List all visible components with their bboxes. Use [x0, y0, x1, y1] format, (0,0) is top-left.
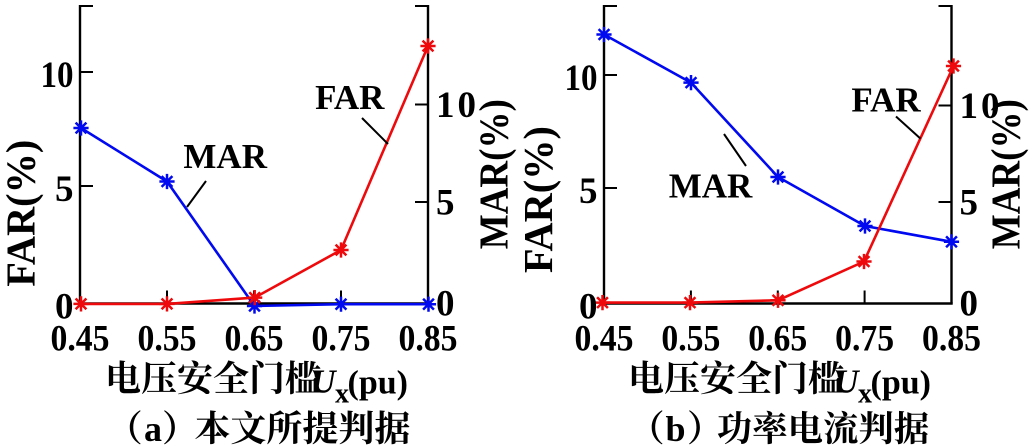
svg-text:MAR: MAR — [183, 137, 267, 176]
svg-text:5: 5 — [436, 183, 455, 224]
svg-text:0.75: 0.75 — [312, 319, 371, 360]
svg-text:(pu): (pu) — [348, 365, 408, 402]
svg-text:0.55: 0.55 — [138, 319, 197, 360]
svg-text:0.65: 0.65 — [748, 319, 807, 360]
svg-text:5: 5 — [55, 169, 74, 210]
svg-text:10: 10 — [436, 85, 479, 126]
svg-text:0.45: 0.45 — [575, 319, 634, 360]
svg-text:x: x — [858, 379, 872, 410]
svg-text:U: U — [311, 364, 338, 401]
svg-text:5: 5 — [579, 171, 598, 212]
svg-text:0: 0 — [579, 287, 598, 328]
svg-text:MAR(%): MAR(%) — [982, 99, 1028, 249]
svg-text:0.65: 0.65 — [225, 319, 284, 360]
svg-text:U: U — [834, 364, 861, 401]
svg-text:10: 10 — [960, 86, 1003, 127]
svg-text:0.55: 0.55 — [661, 319, 720, 360]
svg-text:FAR(%): FAR(%) — [0, 140, 43, 287]
svg-text:x: x — [335, 379, 349, 410]
svg-text:(pu): (pu) — [871, 365, 931, 402]
svg-text:FAR: FAR — [851, 81, 921, 120]
svg-text:b: b — [666, 409, 686, 448]
svg-text:0: 0 — [55, 287, 74, 328]
svg-text:0.85: 0.85 — [399, 319, 458, 360]
svg-text:10: 10 — [41, 55, 74, 96]
svg-text:0.75: 0.75 — [835, 319, 894, 360]
svg-text:0: 0 — [960, 284, 979, 325]
svg-text:a: a — [144, 409, 162, 448]
svg-text:0: 0 — [436, 284, 455, 325]
svg-text:FAR: FAR — [315, 78, 385, 117]
svg-text:MAR(%): MAR(%) — [470, 99, 516, 249]
svg-text:0.85: 0.85 — [922, 319, 981, 360]
svg-text:0.45: 0.45 — [51, 319, 110, 360]
svg-text:FAR(%): FAR(%) — [515, 126, 561, 273]
svg-text:10: 10 — [565, 58, 598, 99]
svg-text:MAR: MAR — [669, 167, 753, 206]
svg-text:5: 5 — [960, 183, 979, 224]
